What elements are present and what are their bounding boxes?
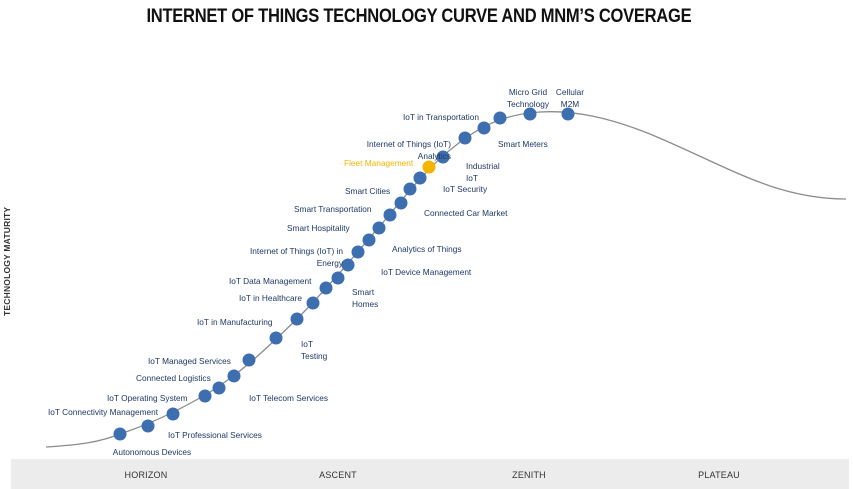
technology-dot-iot-in-healthcare [306,296,320,310]
technology-dot-connected-logistics [227,369,241,383]
technology-dot-smart-meters [477,121,491,135]
phase-bar: HORIZON ASCENT ZENITH PLATEAU [11,459,849,489]
label-line: Testing [301,351,328,361]
label-iot-analytics: Internet of Things (IoT) Analytics [360,138,451,162]
technology-dot-internet-of-things-iot-analytics [458,131,472,145]
technology-dot-iot-managed-services [242,353,256,367]
label-iot-in-energy: Internet of Things (IoT) in Energy [240,245,343,269]
technology-dot-iot-in-manufacturing [290,312,304,326]
label-iot-testing: IoT Testing [301,338,327,362]
label-iot-managed-services: IoT Managed Services [148,356,231,366]
technology-dot-smart-homes [319,281,333,295]
label-line: M2M [560,99,580,109]
label-iot-data-management: IoT Data Management [229,276,312,286]
label-iot-connectivity-management: IoT Connectivity Management [48,407,159,417]
label-fleet-management: Fleet Management [344,158,414,168]
technology-dot-iot-testing [269,331,283,345]
technology-dot-industrial-iot [436,150,450,164]
label-iot-telecom-services: IoT Telecom Services [249,393,329,403]
label-cellular-m2m: Cellular M2M [548,86,592,110]
phase-plateau: PLATEAU [698,470,740,480]
phase-ascent: ASCENT [319,470,357,480]
label-analytics-of-things: Analytics of Things [392,244,462,254]
label-smart-cities: Smart Cities [345,186,391,196]
label-line: Smart [352,287,375,297]
label-industrial-iot: Industrial IoT [466,160,500,184]
label-smart-transportation: Smart Transportation [294,204,372,214]
label-smart-hospitality: Smart Hospitality [287,223,350,233]
technology-dot-analytics-of-things [362,233,376,247]
technology-dot-iot-data-management [331,271,345,285]
label-line: Homes [352,299,379,309]
technology-dot-iot-telecom-services [212,381,226,395]
technology-dot-autonomous-devices [113,427,127,441]
label-smart-meters: Smart Meters [498,139,548,149]
label-line: Analytics [417,151,451,161]
technology-dot-iot-security [413,171,427,185]
label-connected-car-market: Connected Car Market [424,208,508,218]
label-line: Cellular [555,87,585,97]
technology-dot-smart-hospitality [372,221,386,235]
label-line: Industrial [466,161,500,171]
technology-dot-connected-car-market [394,196,408,210]
label-line: Internet of Things (IoT) [366,139,451,149]
label-iot-in-transportation: IoT in Transportation [403,112,479,122]
label-line: Internet of Things (IoT) in [250,246,343,256]
technology-dot-cellular-m2m [561,107,575,121]
technology-dot-iot-device-management [351,245,365,259]
technology-dot-iot-connectivity-management [166,407,180,421]
label-line: IoT [466,173,478,183]
technology-dot-micro-grid-technology [523,107,537,121]
label-iot-in-manufacturing: IoT in Manufacturing [197,317,273,327]
technology-dot-iot-in-transportation [493,111,507,125]
chart-title: INTERNET OF THINGS TECHNOLOGY CURVE AND … [146,6,692,27]
label-line: Micro Grid [508,87,548,97]
label-line: IoT [301,339,313,349]
label-line: Energy [316,258,343,268]
label-iot-in-healthcare: IoT in Healthcare [239,293,303,303]
label-iot-operating-system: IoT Operating System [107,393,188,403]
label-line: Technology [507,99,549,109]
technology-dot-iot-operating-system [198,389,212,403]
technology-dot-fleet-management [422,160,436,174]
phase-zenith: ZENITH [512,470,546,480]
technology-dot-internet-of-things-iot-in-energy [341,258,355,272]
label-autonomous-devices: Autonomous Devices [112,447,192,457]
technology-dot-iot-professional-services [141,419,155,433]
label-smart-homes: Smart Homes [352,286,378,310]
label-iot-security: IoT Security [443,184,488,194]
phase-horizon: HORIZON [124,470,168,480]
label-connected-logistics: Connected Logistics [136,373,211,383]
label-iot-device-management: IoT Device Management [381,267,472,277]
label-iot-professional-services: IoT Professional Services [168,430,262,440]
technology-dot-smart-cities [403,182,417,196]
technology-dot-smart-transportation [383,208,397,222]
label-micro-grid-technology: Micro Grid Technology [500,86,556,110]
